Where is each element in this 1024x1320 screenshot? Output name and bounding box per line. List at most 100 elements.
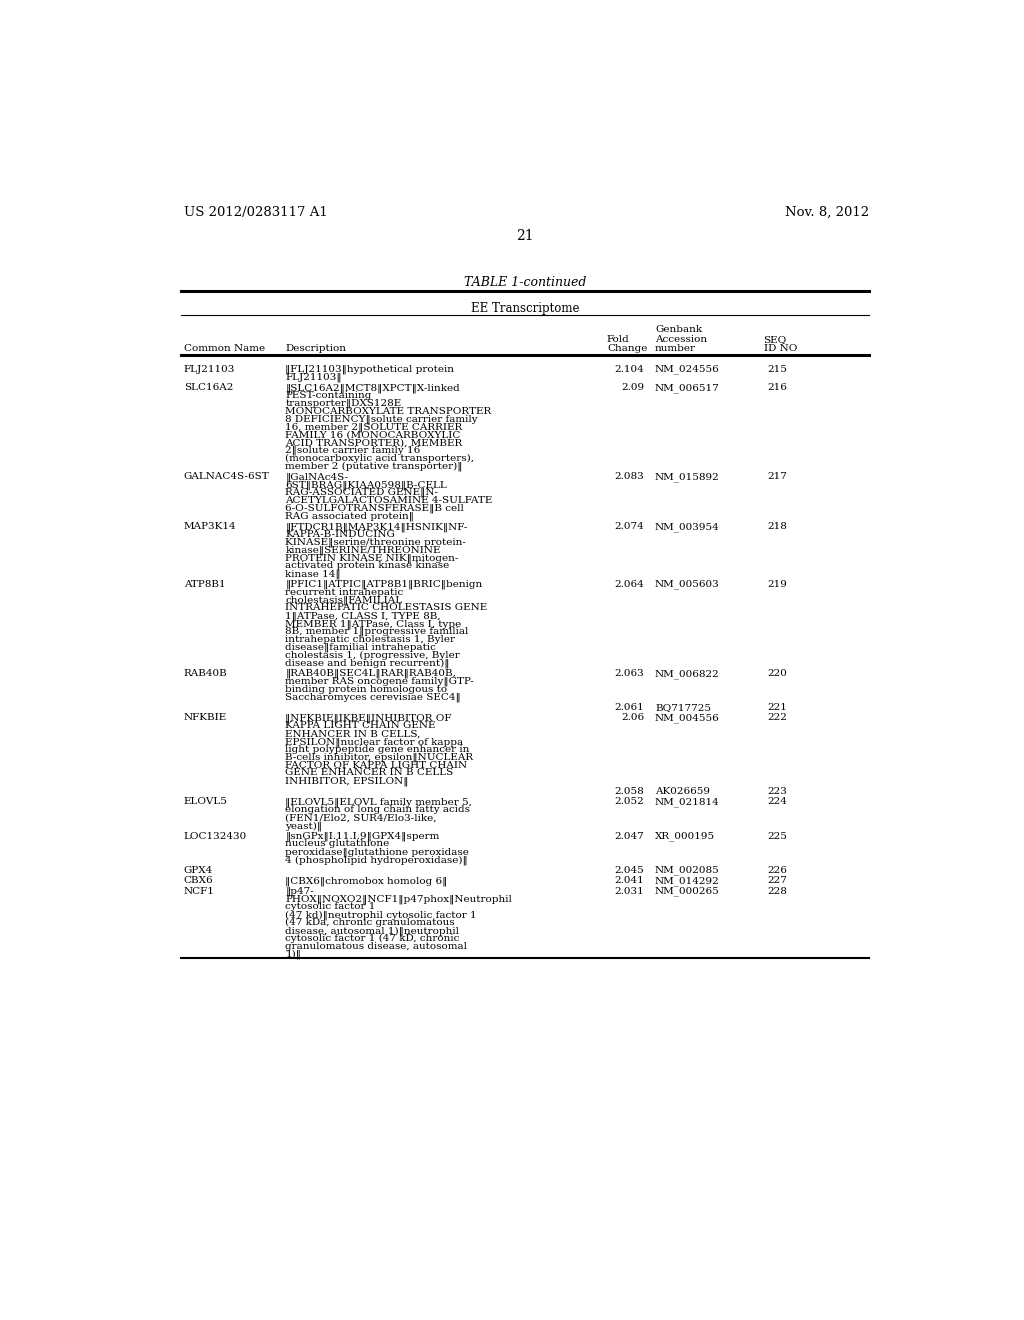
Text: 2.058: 2.058 <box>614 787 644 796</box>
Text: member 2 (putative transporter)‖: member 2 (putative transporter)‖ <box>286 462 463 471</box>
Text: ‖p47-: ‖p47- <box>286 887 314 896</box>
Text: ‖SLC16A2‖MCT8‖XPCT‖X-linked: ‖SLC16A2‖MCT8‖XPCT‖X-linked <box>286 383 460 392</box>
Text: number: number <box>655 345 696 352</box>
Text: recurrent intrahepatic: recurrent intrahepatic <box>286 587 403 597</box>
Text: elongation of long chain fatty acids: elongation of long chain fatty acids <box>286 805 470 814</box>
Text: ID NO: ID NO <box>764 345 797 352</box>
Text: 21: 21 <box>516 230 534 243</box>
Text: FAMILY 16 (MONOCARBOXYLIC: FAMILY 16 (MONOCARBOXYLIC <box>286 430 461 440</box>
Text: Description: Description <box>286 345 346 352</box>
Text: 2‖solute carrier family 16: 2‖solute carrier family 16 <box>286 446 421 455</box>
Text: KAPPA-B-INDUCING: KAPPA-B-INDUCING <box>286 529 395 539</box>
Text: binding protein homologous to: binding protein homologous to <box>286 685 447 693</box>
Text: Genbank: Genbank <box>655 325 702 334</box>
Text: 222: 222 <box>767 714 787 722</box>
Text: 2.064: 2.064 <box>614 579 644 589</box>
Text: NM_021814: NM_021814 <box>655 797 720 807</box>
Text: 8 DEFICIENCY‖solute carrier family: 8 DEFICIENCY‖solute carrier family <box>286 414 478 424</box>
Text: 223: 223 <box>767 787 787 796</box>
Text: 227: 227 <box>767 876 787 886</box>
Text: 8B, member 1‖progressive familial: 8B, member 1‖progressive familial <box>286 627 469 636</box>
Text: AK026659: AK026659 <box>655 787 710 796</box>
Text: FLJ21103: FLJ21103 <box>183 364 236 374</box>
Text: GENE ENHANCER IN B CELLS: GENE ENHANCER IN B CELLS <box>286 768 454 777</box>
Text: 215: 215 <box>767 364 787 374</box>
Text: light polypeptide gene enhancer in: light polypeptide gene enhancer in <box>286 744 470 754</box>
Text: 2.052: 2.052 <box>614 797 644 807</box>
Text: kinase 14‖: kinase 14‖ <box>286 569 341 578</box>
Text: TABLE 1-continued: TABLE 1-continued <box>464 276 586 289</box>
Text: cholestasis‖FAMILIAL: cholestasis‖FAMILIAL <box>286 595 402 605</box>
Text: NM_015892: NM_015892 <box>655 473 720 482</box>
Text: GALNAC4S-6ST: GALNAC4S-6ST <box>183 473 269 482</box>
Text: Accession: Accession <box>655 335 708 343</box>
Text: 225: 225 <box>767 832 787 841</box>
Text: 2.09: 2.09 <box>621 383 644 392</box>
Text: RAG associated protein‖: RAG associated protein‖ <box>286 512 415 521</box>
Text: 2.045: 2.045 <box>614 866 644 875</box>
Text: US 2012/0283117 A1: US 2012/0283117 A1 <box>183 206 328 219</box>
Text: 6-O-SULFOTRANSFERASE‖B cell: 6-O-SULFOTRANSFERASE‖B cell <box>286 504 464 513</box>
Text: ‖GalNAc4S-: ‖GalNAc4S- <box>286 473 348 482</box>
Text: 4 (phospholipid hydroperoxidase)‖: 4 (phospholipid hydroperoxidase)‖ <box>286 855 468 865</box>
Text: Saccharomyces cerevisiae SEC4‖: Saccharomyces cerevisiae SEC4‖ <box>286 693 461 702</box>
Text: Change: Change <box>607 345 647 352</box>
Text: (47 kDa, chronic granulomatous: (47 kDa, chronic granulomatous <box>286 919 455 927</box>
Text: member RAS oncogene family‖GTP-: member RAS oncogene family‖GTP- <box>286 677 474 686</box>
Text: ‖ELOVL5‖ELOVL family member 5,: ‖ELOVL5‖ELOVL family member 5, <box>286 797 472 807</box>
Text: NM_006822: NM_006822 <box>655 669 720 678</box>
Text: 218: 218 <box>767 523 787 531</box>
Text: transporter‖DXS128E: transporter‖DXS128E <box>286 399 401 408</box>
Text: MONOCARBOXYLATE TRANSPORTER: MONOCARBOXYLATE TRANSPORTER <box>286 407 492 416</box>
Text: ‖PFIC1‖ATPIC‖ATP8B1‖BRIC‖benign: ‖PFIC1‖ATPIC‖ATP8B1‖BRIC‖benign <box>286 579 482 589</box>
Text: disease, autosomal 1)‖neutrophil: disease, autosomal 1)‖neutrophil <box>286 927 460 936</box>
Text: NM_004556: NM_004556 <box>655 714 720 723</box>
Text: GPX4: GPX4 <box>183 866 213 875</box>
Text: 226: 226 <box>767 866 787 875</box>
Text: PHOX‖NOXO2‖NCF1‖p47phox‖Neutrophil: PHOX‖NOXO2‖NCF1‖p47phox‖Neutrophil <box>286 895 512 904</box>
Text: BQ717725: BQ717725 <box>655 704 711 711</box>
Text: ATP8B1: ATP8B1 <box>183 579 225 589</box>
Text: intrahepatic cholestasis 1, Byler: intrahepatic cholestasis 1, Byler <box>286 635 456 644</box>
Text: RAG-ASSOCIATED GENE‖N-: RAG-ASSOCIATED GENE‖N- <box>286 488 438 498</box>
Text: 1‖ATPase, CLASS I, TYPE 8B,: 1‖ATPase, CLASS I, TYPE 8B, <box>286 611 441 620</box>
Text: cytosolic factor 1: cytosolic factor 1 <box>286 903 376 911</box>
Text: ‖FLJ21103‖hypothetical protein: ‖FLJ21103‖hypothetical protein <box>286 364 455 375</box>
Text: 2.041: 2.041 <box>614 876 644 886</box>
Text: ACID TRANSPORTER), MEMBER: ACID TRANSPORTER), MEMBER <box>286 438 463 447</box>
Text: peroxidase‖glutathione peroxidase: peroxidase‖glutathione peroxidase <box>286 847 469 857</box>
Text: 16, member 2‖SOLUTE CARRIER: 16, member 2‖SOLUTE CARRIER <box>286 422 463 432</box>
Text: PROTEIN KINASE NIK‖mitogen-: PROTEIN KINASE NIK‖mitogen- <box>286 553 459 564</box>
Text: 224: 224 <box>767 797 787 807</box>
Text: ‖FTDCR1B‖MAP3K14‖HSNIK‖NF-: ‖FTDCR1B‖MAP3K14‖HSNIK‖NF- <box>286 523 468 532</box>
Text: PEST-containing: PEST-containing <box>286 391 372 400</box>
Text: NM_005603: NM_005603 <box>655 579 720 590</box>
Text: FACTOR OF KAPPA LIGHT CHAIN: FACTOR OF KAPPA LIGHT CHAIN <box>286 760 467 770</box>
Text: Fold: Fold <box>607 335 630 343</box>
Text: CBX6: CBX6 <box>183 876 213 886</box>
Text: SLC16A2: SLC16A2 <box>183 383 233 392</box>
Text: SEQ: SEQ <box>764 335 786 343</box>
Text: 2.063: 2.063 <box>614 669 644 678</box>
Text: yeast)‖: yeast)‖ <box>286 821 323 830</box>
Text: NM_006517: NM_006517 <box>655 383 720 393</box>
Text: cholestasis 1, (progressive, Byler: cholestasis 1, (progressive, Byler <box>286 651 460 660</box>
Text: Nov. 8, 2012: Nov. 8, 2012 <box>784 206 869 219</box>
Text: MAP3K14: MAP3K14 <box>183 523 237 531</box>
Text: INHIBITOR, EPSILON‖: INHIBITOR, EPSILON‖ <box>286 776 409 785</box>
Text: NFKBIE: NFKBIE <box>183 714 227 722</box>
Text: 2.031: 2.031 <box>614 887 644 896</box>
Text: 2.083: 2.083 <box>614 473 644 482</box>
Text: NM_014292: NM_014292 <box>655 876 720 886</box>
Text: EE Transcriptome: EE Transcriptome <box>471 302 579 315</box>
Text: ELOVL5: ELOVL5 <box>183 797 227 807</box>
Text: FLJ21103‖: FLJ21103‖ <box>286 372 342 381</box>
Text: ‖RAB40B‖SEC4L‖RAR‖RAB40B,: ‖RAB40B‖SEC4L‖RAR‖RAB40B, <box>286 669 457 678</box>
Text: ACETYLGALACTOSAMINE 4-SULFATE: ACETYLGALACTOSAMINE 4-SULFATE <box>286 496 493 504</box>
Text: 219: 219 <box>767 579 787 589</box>
Text: NM_002085: NM_002085 <box>655 866 720 875</box>
Text: ‖snGPx‖I.11.I.9‖GPX4‖sperm: ‖snGPx‖I.11.I.9‖GPX4‖sperm <box>286 832 439 841</box>
Text: kinase‖SERINE/THREONINE: kinase‖SERINE/THREONINE <box>286 545 440 556</box>
Text: 220: 220 <box>767 669 787 678</box>
Text: NM_003954: NM_003954 <box>655 523 720 532</box>
